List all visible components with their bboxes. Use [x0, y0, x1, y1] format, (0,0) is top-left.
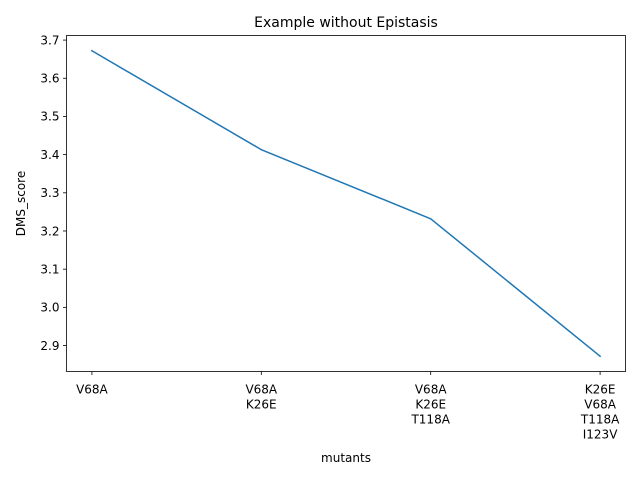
x-tick-label: V68A [76, 383, 108, 397]
x-tick-label-line: K26E [585, 383, 616, 397]
chart-title: Example without Epistasis [254, 15, 438, 31]
x-axis-label: mutants [321, 451, 371, 465]
y-tick-label: 3.6 [40, 72, 59, 86]
x-tick-label-line: V68A [584, 398, 616, 412]
y-tick-label: 3.5 [40, 110, 59, 124]
x-tick-label-line: V68A [245, 383, 277, 397]
y-tick-label: 3.2 [40, 224, 59, 238]
x-tick-label-line: T118A [580, 413, 620, 427]
x-tick-label-line: V68A [76, 383, 108, 397]
y-axis: 2.9 3.0 3.1 3.2 3.3 3.4 3.5 3.6 3.7 [40, 33, 67, 353]
y-tick-label: 3.1 [40, 262, 59, 276]
y-tick-label: 3.4 [40, 148, 59, 162]
x-tick-label-line: V68A [415, 383, 447, 397]
y-tick-label: 3.3 [40, 186, 59, 200]
x-tick-label-line: K26E [415, 398, 446, 412]
y-tick-label: 3.0 [40, 301, 59, 315]
x-tick-label: V68A K26E T118A [410, 383, 450, 427]
plot-area [91, 50, 601, 357]
x-tick-label: K26E V68A T118A I123V [580, 383, 620, 442]
series-line [90, 49, 602, 358]
y-tick-label: 3.7 [40, 33, 59, 47]
x-tick-label-line: K26E [246, 398, 277, 412]
y-axis-label: DMS_score [14, 171, 28, 236]
x-tick-label-line: I123V [583, 428, 618, 442]
plot-frame [66, 35, 626, 372]
y-tick-label: 2.9 [40, 339, 59, 353]
x-tick-label: V68A K26E [245, 383, 277, 412]
x-tick-label-line: T118A [410, 413, 450, 427]
